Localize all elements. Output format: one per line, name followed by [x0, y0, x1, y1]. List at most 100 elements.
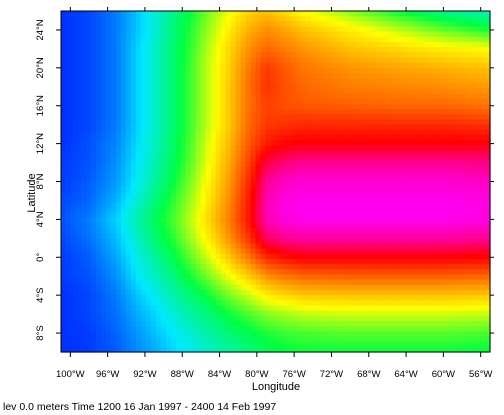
heatmap-cell: [230, 233, 237, 239]
heatmap-cell: [65, 305, 72, 312]
heatmap-cell: [160, 207, 167, 214]
heatmap-cell: [430, 238, 436, 245]
heatmap-cell: [75, 78, 82, 84]
heatmap-cell: [350, 160, 356, 167]
heatmap-cell: [215, 253, 222, 260]
heatmap-cell: [400, 47, 406, 53]
heatmap-cell: [250, 176, 257, 183]
heatmap-cell: [185, 171, 192, 177]
heatmap-cell: [370, 259, 376, 265]
heatmap-cell: [280, 253, 287, 260]
heatmap-cell: [485, 176, 491, 183]
heatmap-cell: [420, 207, 426, 214]
heatmap-cell: [345, 202, 351, 208]
heatmap-cell: [100, 160, 107, 167]
heatmap-cell: [135, 222, 142, 229]
heatmap-cell: [155, 171, 162, 177]
heatmap-cell: [315, 47, 321, 53]
heatmap-cell: [115, 305, 122, 312]
heatmap-cell: [165, 124, 172, 131]
heatmap-cell: [180, 295, 187, 301]
heatmap-cell: [435, 160, 441, 167]
heatmap-cell: [320, 259, 326, 265]
heatmap-cell: [360, 16, 366, 22]
heatmap-cell: [305, 114, 312, 121]
heatmap-cell: [80, 129, 87, 136]
heatmap-cell: [355, 104, 361, 110]
heatmap-cell: [135, 42, 142, 48]
heatmap-cell: [105, 104, 112, 110]
heatmap-cell: [230, 93, 237, 100]
heatmap-cell: [61, 233, 67, 239]
heatmap-cell: [205, 73, 212, 79]
heatmap-cell: [185, 129, 192, 136]
heatmap-cell: [400, 186, 406, 193]
heatmap-cell: [130, 191, 137, 198]
heatmap-cell: [305, 222, 312, 229]
heatmap-cell: [315, 73, 321, 79]
heatmap-cell: [415, 83, 421, 90]
heatmap-cell: [305, 21, 312, 28]
heatmap-cell: [65, 119, 72, 126]
heatmap-cell: [440, 36, 446, 43]
heatmap-cell: [140, 31, 147, 38]
heatmap-cell: [265, 104, 272, 110]
heatmap-cell: [460, 238, 466, 245]
heatmap-cell: [380, 11, 386, 17]
heatmap-cell: [250, 233, 257, 239]
heatmap-cell: [450, 93, 456, 100]
heatmap-cell: [175, 36, 182, 43]
heatmap-cell: [180, 78, 187, 84]
heatmap-cell: [170, 176, 177, 183]
heatmap-cell: [95, 16, 102, 22]
heatmap-cell: [435, 16, 441, 22]
heatmap-cell: [275, 176, 282, 183]
heatmap-cell: [75, 83, 82, 90]
heatmap-cell: [70, 11, 77, 17]
heatmap-cell: [240, 150, 247, 157]
heatmap-cell: [385, 36, 391, 43]
heatmap-cell: [115, 145, 122, 152]
heatmap-cell: [295, 57, 302, 64]
heatmap-cell: [260, 62, 267, 69]
heatmap-cell: [61, 31, 67, 38]
heatmap-cell: [300, 62, 307, 69]
heatmap-cell: [295, 42, 302, 48]
heatmap-cell: [400, 36, 406, 43]
heatmap-cell: [225, 135, 232, 141]
heatmap-cell: [130, 42, 137, 48]
heatmap-cell: [110, 274, 117, 281]
heatmap-cell: [180, 16, 187, 22]
heatmap-cell: [115, 248, 122, 255]
heatmap-cell: [360, 259, 366, 265]
heatmap-cell: [165, 171, 172, 177]
heatmap-cell: [250, 253, 257, 260]
heatmap-cell: [220, 238, 227, 245]
heatmap-cell: [135, 290, 142, 296]
heatmap-cell: [295, 31, 302, 38]
heatmap-cell: [250, 284, 257, 291]
heatmap-cell: [130, 88, 137, 95]
heatmap-cell: [115, 57, 122, 64]
heatmap-cell: [155, 145, 162, 152]
heatmap-cell: [190, 284, 197, 291]
heatmap-cell: [255, 52, 262, 59]
heatmap-cell: [475, 109, 481, 115]
heatmap-cell: [170, 114, 177, 121]
heatmap-cell: [145, 222, 152, 229]
heatmap-cell: [95, 253, 102, 260]
heatmap-cell: [410, 104, 416, 110]
heatmap-cell: [100, 57, 107, 64]
heatmap-cell: [315, 145, 321, 152]
heatmap-cell: [425, 88, 431, 95]
heatmap-cell: [325, 21, 331, 28]
heatmap-cell: [100, 202, 107, 208]
heatmap-cell: [335, 202, 341, 208]
heatmap-cell: [255, 62, 262, 69]
heatmap-cell: [185, 300, 192, 307]
heatmap-cell: [415, 31, 421, 38]
heatmap-cell: [310, 166, 317, 172]
heatmap-cell: [300, 295, 307, 301]
heatmap-cell: [305, 259, 312, 265]
heatmap-cell: [240, 228, 247, 234]
